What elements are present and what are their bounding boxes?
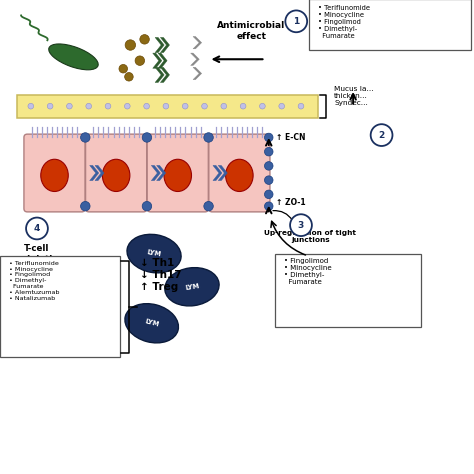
Circle shape <box>81 201 90 211</box>
Circle shape <box>264 147 273 156</box>
Polygon shape <box>213 165 222 181</box>
Circle shape <box>144 103 149 109</box>
Text: Up-regulation of tight
junctions: Up-regulation of tight junctions <box>264 230 356 243</box>
Ellipse shape <box>165 268 219 306</box>
Circle shape <box>125 40 136 50</box>
Circle shape <box>163 103 169 109</box>
Text: ↑ ZO-1: ↑ ZO-1 <box>276 199 306 207</box>
Polygon shape <box>155 67 164 82</box>
Text: • Teriflunomide
• Minocycline
• Fingolimod
• Dimethyl-
  Fumarate
• Alemtuzumab
: • Teriflunomide • Minocycline • Fingolim… <box>9 261 60 301</box>
Circle shape <box>264 176 273 184</box>
Circle shape <box>142 133 152 142</box>
Ellipse shape <box>41 159 68 191</box>
Circle shape <box>221 103 227 109</box>
FancyBboxPatch shape <box>209 134 270 212</box>
FancyBboxPatch shape <box>275 254 421 327</box>
Text: ↑ E-CN: ↑ E-CN <box>276 133 305 142</box>
Text: LYM: LYM <box>144 319 160 328</box>
Circle shape <box>26 218 48 239</box>
Polygon shape <box>193 36 201 49</box>
Circle shape <box>204 201 213 211</box>
Circle shape <box>125 103 130 109</box>
Polygon shape <box>151 165 160 181</box>
Polygon shape <box>95 165 104 181</box>
Circle shape <box>279 103 284 109</box>
Circle shape <box>201 103 207 109</box>
Polygon shape <box>153 53 162 68</box>
Circle shape <box>81 133 90 142</box>
Text: LYM: LYM <box>146 249 162 258</box>
Circle shape <box>290 214 312 236</box>
FancyBboxPatch shape <box>17 95 318 118</box>
Circle shape <box>86 103 91 109</box>
Text: 1: 1 <box>293 17 300 26</box>
FancyBboxPatch shape <box>147 134 209 212</box>
Text: ↓ Th1
↓ Th17
↑ Treg: ↓ Th1 ↓ Th17 ↑ Treg <box>140 258 182 292</box>
Polygon shape <box>156 165 166 181</box>
FancyBboxPatch shape <box>24 134 85 212</box>
FancyBboxPatch shape <box>86 134 147 212</box>
Polygon shape <box>191 53 199 65</box>
Ellipse shape <box>125 304 178 343</box>
Circle shape <box>140 35 149 44</box>
Text: Mucus la...
thicken...
Syndec...: Mucus la... thicken... Syndec... <box>334 86 374 106</box>
Circle shape <box>264 190 273 199</box>
Circle shape <box>264 133 273 142</box>
Text: LYM: LYM <box>184 283 200 291</box>
Circle shape <box>204 133 213 142</box>
Polygon shape <box>158 53 167 68</box>
Circle shape <box>371 124 392 146</box>
Text: 2: 2 <box>378 131 385 139</box>
Circle shape <box>66 103 72 109</box>
Text: T-cell
modulation: T-cell modulation <box>9 244 64 264</box>
Circle shape <box>260 103 265 109</box>
Circle shape <box>47 103 53 109</box>
Polygon shape <box>90 165 99 181</box>
Circle shape <box>264 162 273 170</box>
FancyBboxPatch shape <box>0 256 120 357</box>
Text: Antimicrobial
effect: Antimicrobial effect <box>217 21 285 40</box>
Ellipse shape <box>164 159 191 191</box>
Circle shape <box>240 103 246 109</box>
Polygon shape <box>155 37 164 53</box>
FancyBboxPatch shape <box>309 0 471 50</box>
Text: • Fingolimod
• Minocycline
• Dimethyl-
  Fumarate: • Fingolimod • Minocycline • Dimethyl- F… <box>284 258 332 285</box>
Circle shape <box>142 201 152 211</box>
Polygon shape <box>193 67 201 80</box>
Ellipse shape <box>226 159 253 191</box>
Circle shape <box>285 10 307 32</box>
Circle shape <box>264 202 273 210</box>
Text: 4: 4 <box>34 224 40 233</box>
Circle shape <box>105 103 111 109</box>
Polygon shape <box>160 37 170 53</box>
Ellipse shape <box>102 159 130 191</box>
Ellipse shape <box>49 44 98 70</box>
Circle shape <box>125 73 133 81</box>
Circle shape <box>119 64 128 73</box>
Text: • Teriflunomide
• Minocycline
• Fingolimod
• Dimethyl-
  Fumarate: • Teriflunomide • Minocycline • Fingolim… <box>318 5 370 39</box>
Circle shape <box>135 56 145 65</box>
Text: 3: 3 <box>298 221 304 229</box>
Ellipse shape <box>127 234 181 273</box>
Circle shape <box>182 103 188 109</box>
Circle shape <box>298 103 304 109</box>
Polygon shape <box>160 67 170 82</box>
Circle shape <box>28 103 34 109</box>
Polygon shape <box>218 165 228 181</box>
